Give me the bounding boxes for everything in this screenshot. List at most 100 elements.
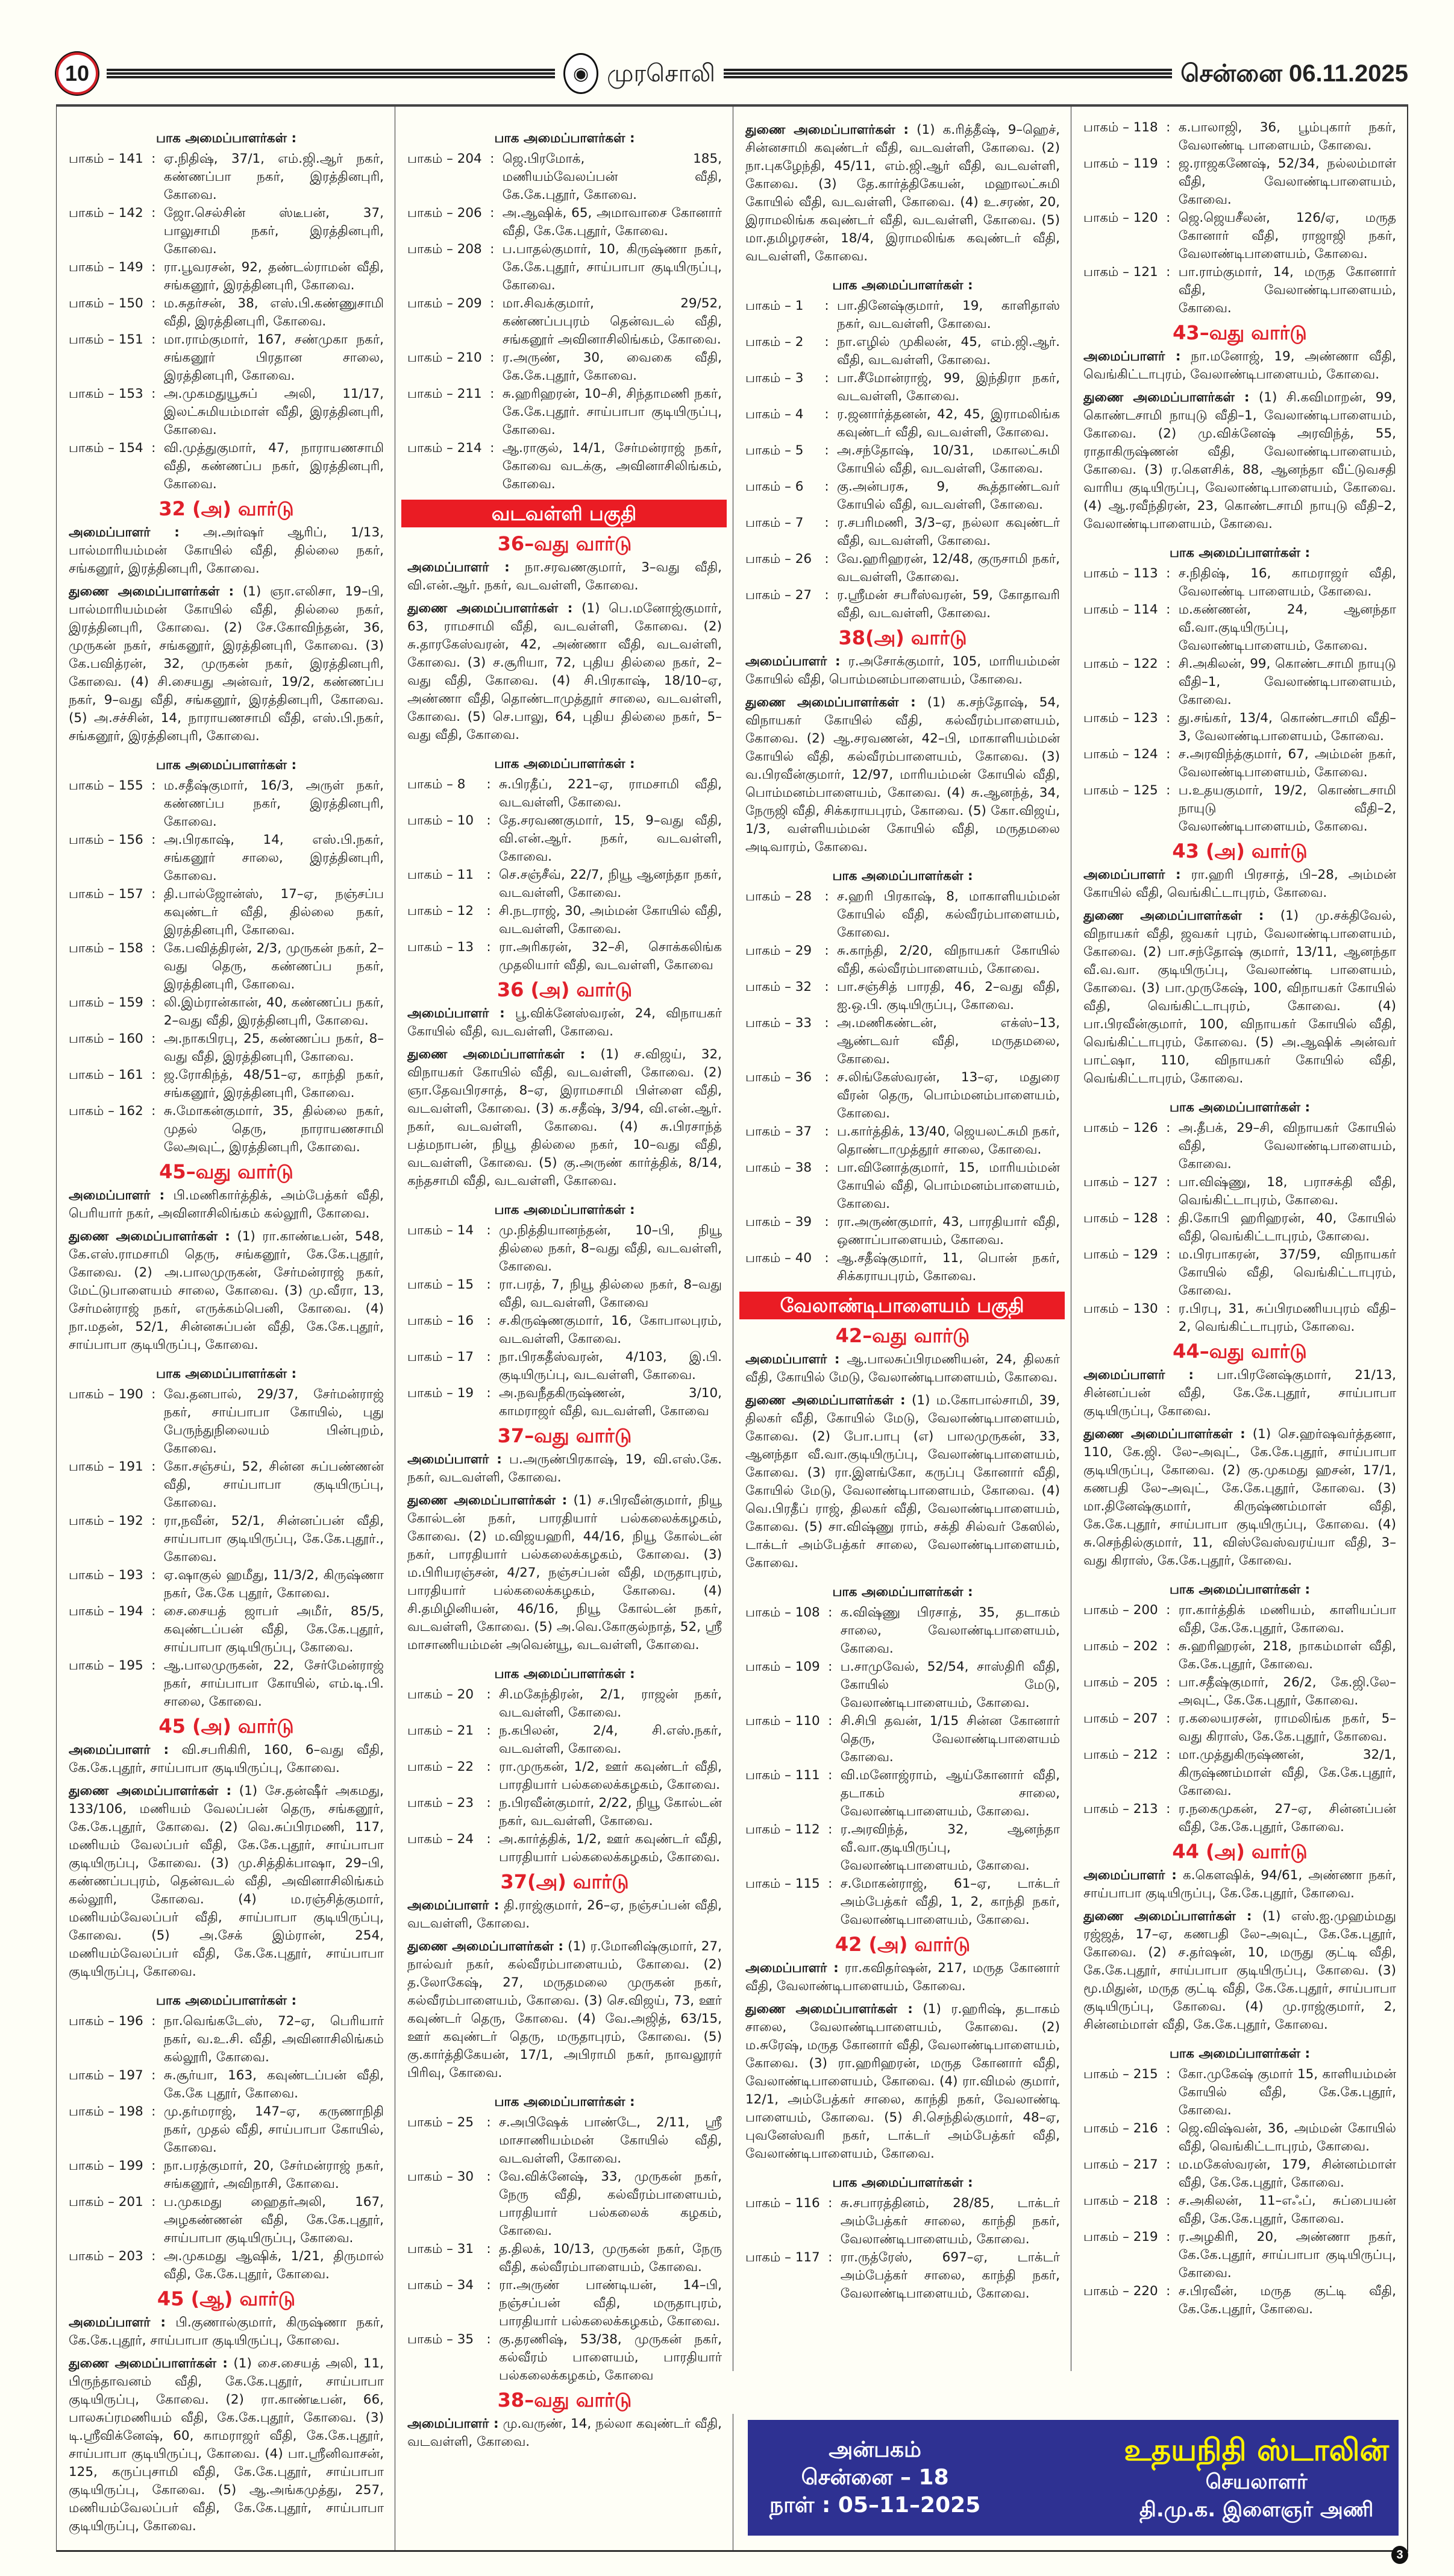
booth-organiser-details: ம.சதீஷ்குமார், 16/3, அருள் நகர், கண்ணப்ப… [163, 778, 384, 829]
booth-row: பாகம் – 15: ரா.பரத், 7, நியூ தில்லை நகர்,… [407, 1276, 722, 1312]
separator: : [828, 2250, 833, 2265]
booth-organiser-details: அ.முகமது ஆஷிக், 1/21, திருமால் வீதி, கே.… [163, 2249, 384, 2282]
booth-row: பாகம் – 198: மு.தர்மராஜ், 147–ஏ, கருணாநித… [69, 2103, 384, 2157]
booth-number: பாகம் – 161 [69, 1067, 143, 1082]
booth-row: பாகம் – 119: ஜ.ராஜகணேஷ், 52/34, நல்லம்மாள… [1083, 155, 1396, 209]
booth-organiser-details: நா.பிரகதீஸ்வரன், 4/103, இ.பி. குடியிருப்… [499, 1349, 722, 1383]
organiser-label: அமைப்பாளர் : [69, 2315, 166, 2330]
booth-number: பாகம் – 123 [1083, 711, 1158, 726]
separator: : [824, 943, 829, 958]
booth-section-heading: பாக அமைப்பாளர்கள் : [494, 131, 635, 146]
booth-number: பாகம் – 211 [407, 386, 482, 401]
booth-organiser-details: கோ.சஞ்சய், 52, சின்ன சுப்பண்ணன் வீதி, சா… [163, 1459, 384, 1510]
separator: : [824, 1016, 829, 1031]
booth-organiser-details: சை.சையத் ஜாபர் அமீர், 85/5, கவுண்டப்பன் … [163, 1604, 384, 1655]
booth-organiser-details: ம.மகேஸ்வரன், 179, சின்னம்மாள் வீதி, கே.க… [1178, 2157, 1396, 2190]
booth-row: பாகம் – 19: அ.நவநீதகிருஷ்ணன், 3/10, காமரா… [407, 1384, 722, 1421]
ward-heading: 45 (ஆ) வார்டு [157, 2287, 296, 2310]
separator: : [828, 1876, 833, 1891]
booth-row: பாகம் – 200: ரா.கார்த்திக் மணியம், காளியப… [1083, 1601, 1396, 1638]
organiser-entry: அமைப்பாளர் : அ.அர்ஷர் ஆரிப், 1/13, பால்ம… [69, 524, 384, 578]
organiser-entry: அமைப்பாளர் : க.கௌஷிக், 94/61, அண்ணா நகர்… [1083, 1867, 1396, 1903]
separator: : [151, 332, 156, 347]
deputies-details: (1) ம.கோபால்சாமி, 39, திலகர் வீதி, கோயில… [745, 1393, 1060, 1571]
booth-row: பாகம் – 157: தி.பால்ஜோன்ஸ், 17–ஏ, நஞ்சப்ப… [69, 885, 384, 940]
organiser-entry: அமைப்பாளர் : பா.பிரனேஷ்குமார், 21/13, சி… [1083, 1366, 1396, 1421]
booth-row: பாகம் – 13: ரா.அரிகரன், 32–சி, சொக்கலிங்க… [407, 938, 722, 975]
separator: : [1166, 747, 1171, 762]
ward-heading: 44 (அ) வார்டு [1172, 1840, 1308, 1863]
notice-place: அன்பகம் [829, 2437, 921, 2462]
deputies-label: துணை அமைப்பாளர்கள் : [69, 1783, 232, 1798]
booth-organiser-details: ஜ.ராஜகணேஷ், 52/34, நல்லம்மாள் வீதி, வேலா… [1178, 156, 1396, 207]
booth-number: பாகம் – 126 [1083, 1120, 1158, 1136]
booth-number: பாகம் – 109 [745, 1659, 820, 1674]
booth-number: பாகம் – 31 [407, 2241, 474, 2257]
booth-number: பாகம் – 108 [745, 1605, 820, 1620]
organiser-details: நா.மனோஜ், 19, அண்ணா வீதி, வெங்கிட்டாபுரம… [1083, 349, 1396, 382]
booth-organiser-details: சு.சூர்யா, 163, கவுண்டப்பன் வீதி, கே.கே … [163, 2068, 384, 2101]
separator: : [824, 298, 829, 313]
booth-number: பாகம் – 114 [1083, 602, 1158, 617]
booth-row: பாகம் – 213: ர.நகைமுகன், 27–ஏ, சின்னப்பன்… [1083, 1800, 1396, 1836]
booth-organiser-details: அ.பிரகாஷ், 14, எஸ்.பி.நகர், சங்கனூர் சால… [163, 832, 384, 884]
booth-organiser-details: ஜோ.செல்சின் ஸ்டீபன், 37, பாலுசாமி நகர், … [163, 206, 384, 257]
separator: : [151, 1387, 156, 1402]
booth-organiser-details: ரா.அரிகரன், 32–சி, சொக்கலிங்க முதலியார் … [499, 940, 722, 973]
organiser-label: அமைப்பாளர் : [69, 1188, 165, 1203]
deputies-label: துணை அமைப்பாளர்கள் : [69, 584, 234, 599]
booth-organiser-details: ச.அபிஷேக் பாண்டே, 2/11, ஸ்ரீ மாசாணியம்மன… [499, 2115, 722, 2166]
booth-number: பாகம் – 24 [407, 1832, 474, 1847]
ward-heading: 38–வது வார்டு [497, 2389, 632, 2411]
booth-row: பாகம் – 27: ர.ஸ்ரீமன் சபரீஸ்வரன், 59, கோத… [745, 586, 1060, 623]
booth-row: பாகம் – 5: அ.சந்தோஷ், 10/31, மகாலட்சுமி க… [745, 442, 1060, 478]
booth-row: பாகம் – 156: அ.பிரகாஷ், 14, எஸ்.பி.நகர், … [69, 831, 384, 885]
deputy-organisers-entry: துணை அமைப்பாளர்கள் : (1) ர.மோனிஷ்குமார்,… [407, 1938, 722, 2082]
booth-number: பாகம் – 10 [407, 813, 474, 828]
booth-row: பாகம் – 23: ந.பிரவீன்குமார், 2/22, நியூ க… [407, 1794, 722, 1830]
booth-number: பாகம் – 162 [69, 1104, 143, 1119]
separator: : [824, 479, 829, 494]
separator: : [486, 1687, 491, 1702]
booth-organiser-details: ரா.அருண்குமார், 43, பாரதியார் வீதி, ஒணாப… [837, 1214, 1060, 1248]
separator: : [828, 1605, 833, 1620]
booth-organiser-details: ப.கார்த்திக், 13/40, ஜெயலட்சுமி நகர், தொ… [837, 1124, 1060, 1157]
column-4: பாகம் – 118: க.பாலாஜி, 36, பூம்புகார் நகர… [1071, 107, 1407, 2371]
ward-heading: 37–வது வார்டு [497, 1424, 632, 1447]
booth-organiser-details: ந.பிரவீன்குமார், 2/22, நியூ கோல்டன் நகர்… [499, 1795, 722, 1829]
booth-organiser-details: ச.பிரவீன், மருத குட்டி வீதி, கே.கே.புதூர… [1178, 2284, 1396, 2317]
separator: : [151, 1459, 156, 1474]
booth-row: பாகம் – 205: பா.சதீஷ்குமார், 26/2, கே.ஜி.… [1083, 1674, 1396, 1710]
booth-organiser-details: ர.கலையரசன், ராமலிங்க நகர், 5–வது கிராஸ்,… [1178, 1711, 1396, 1744]
organiser-entry: அமைப்பாளர் : மு.வருண், 14, நல்லா கவுண்டர… [407, 2415, 722, 2451]
booth-section-heading: பாக அமைப்பாளர்கள் : [155, 1993, 297, 2008]
ward-heading: 36–வது வார்டு [497, 532, 632, 555]
booth-organiser-details: ஜெ.ஜெயசீலன், 126/ஏ, மருத கோனார் வீதி, ரா… [1178, 210, 1396, 262]
booth-number: பாகம் – 153 [69, 386, 143, 401]
organiser-details: ரா.கவிதர்ஷன், 217, மருத கோனார் வீதி, வேல… [745, 1961, 1060, 1994]
separator: : [828, 1768, 833, 1783]
booth-organiser-details: ரா.ருத்ரேஸ், 697–ஏ, டாக்டர் அம்பேத்கர் ச… [840, 2250, 1060, 2301]
booth-section-heading: பாக அமைப்பாளர்கள் : [832, 869, 973, 884]
separator: : [490, 441, 495, 456]
booth-number: பாகம் – 141 [69, 151, 143, 166]
booth-row: பாகம் – 108: க.விஷ்ணு பிரசாத், 35, தடாகம்… [745, 1604, 1060, 1658]
separator: : [824, 371, 829, 386]
booth-organiser-details: பா.விஷ்ணு, 18, பராசக்தி வீதி, வெங்கிட்டா… [1178, 1175, 1396, 1208]
booth-number: பாகம் – 215 [1083, 2067, 1158, 2082]
booth-row: பாகம் – 7: ர.சபரிமணி, 3/3–ஏ, நல்லா கவுண்ட… [745, 514, 1060, 550]
booth-row: பாகம் – 38: பா.வினோத்குமார், 15, மாரியம்ம… [745, 1159, 1060, 1213]
separator: : [828, 1714, 833, 1729]
separator: : [828, 1659, 833, 1674]
deputies-label: துணை அமைப்பாளர்கள் : [1083, 908, 1264, 923]
booth-organiser-details: கே.பவித்திரன், 2/3, முருகன் நகர், 2–வது … [163, 941, 384, 992]
booth-row: பாகம் – 125: ப.உதயகுமார், 19/2, கொண்டசாமி… [1083, 782, 1396, 836]
booth-organiser-details: ஜெ.பிரமோக், 185, மணியம்வேலப்பன் வீதி, கே… [502, 151, 722, 203]
separator: : [486, 867, 491, 882]
deputies-details: (1) பெ.மனோஜ்குமார், 63, ராமசாமி வீதி, வட… [407, 601, 722, 743]
separator: : [486, 777, 491, 792]
booth-row: பாகம் – 197: சு.சூர்யா, 163, கவுண்டப்பன் … [69, 2067, 384, 2103]
deputy-organisers-entry: துணை அமைப்பாளர்கள் : (1) செ.ஹர்ஷவர்த்தனா… [1083, 1425, 1396, 1570]
booth-organiser-details: ம.பிரபாகரன், 37/59, விநாயகர் கோயில் வீதி… [1178, 1247, 1396, 1298]
booth-organiser-details: ஆ.சதீஷ்குமார், 11, பொன் நகர், சிக்கராயபு… [837, 1251, 1060, 1284]
